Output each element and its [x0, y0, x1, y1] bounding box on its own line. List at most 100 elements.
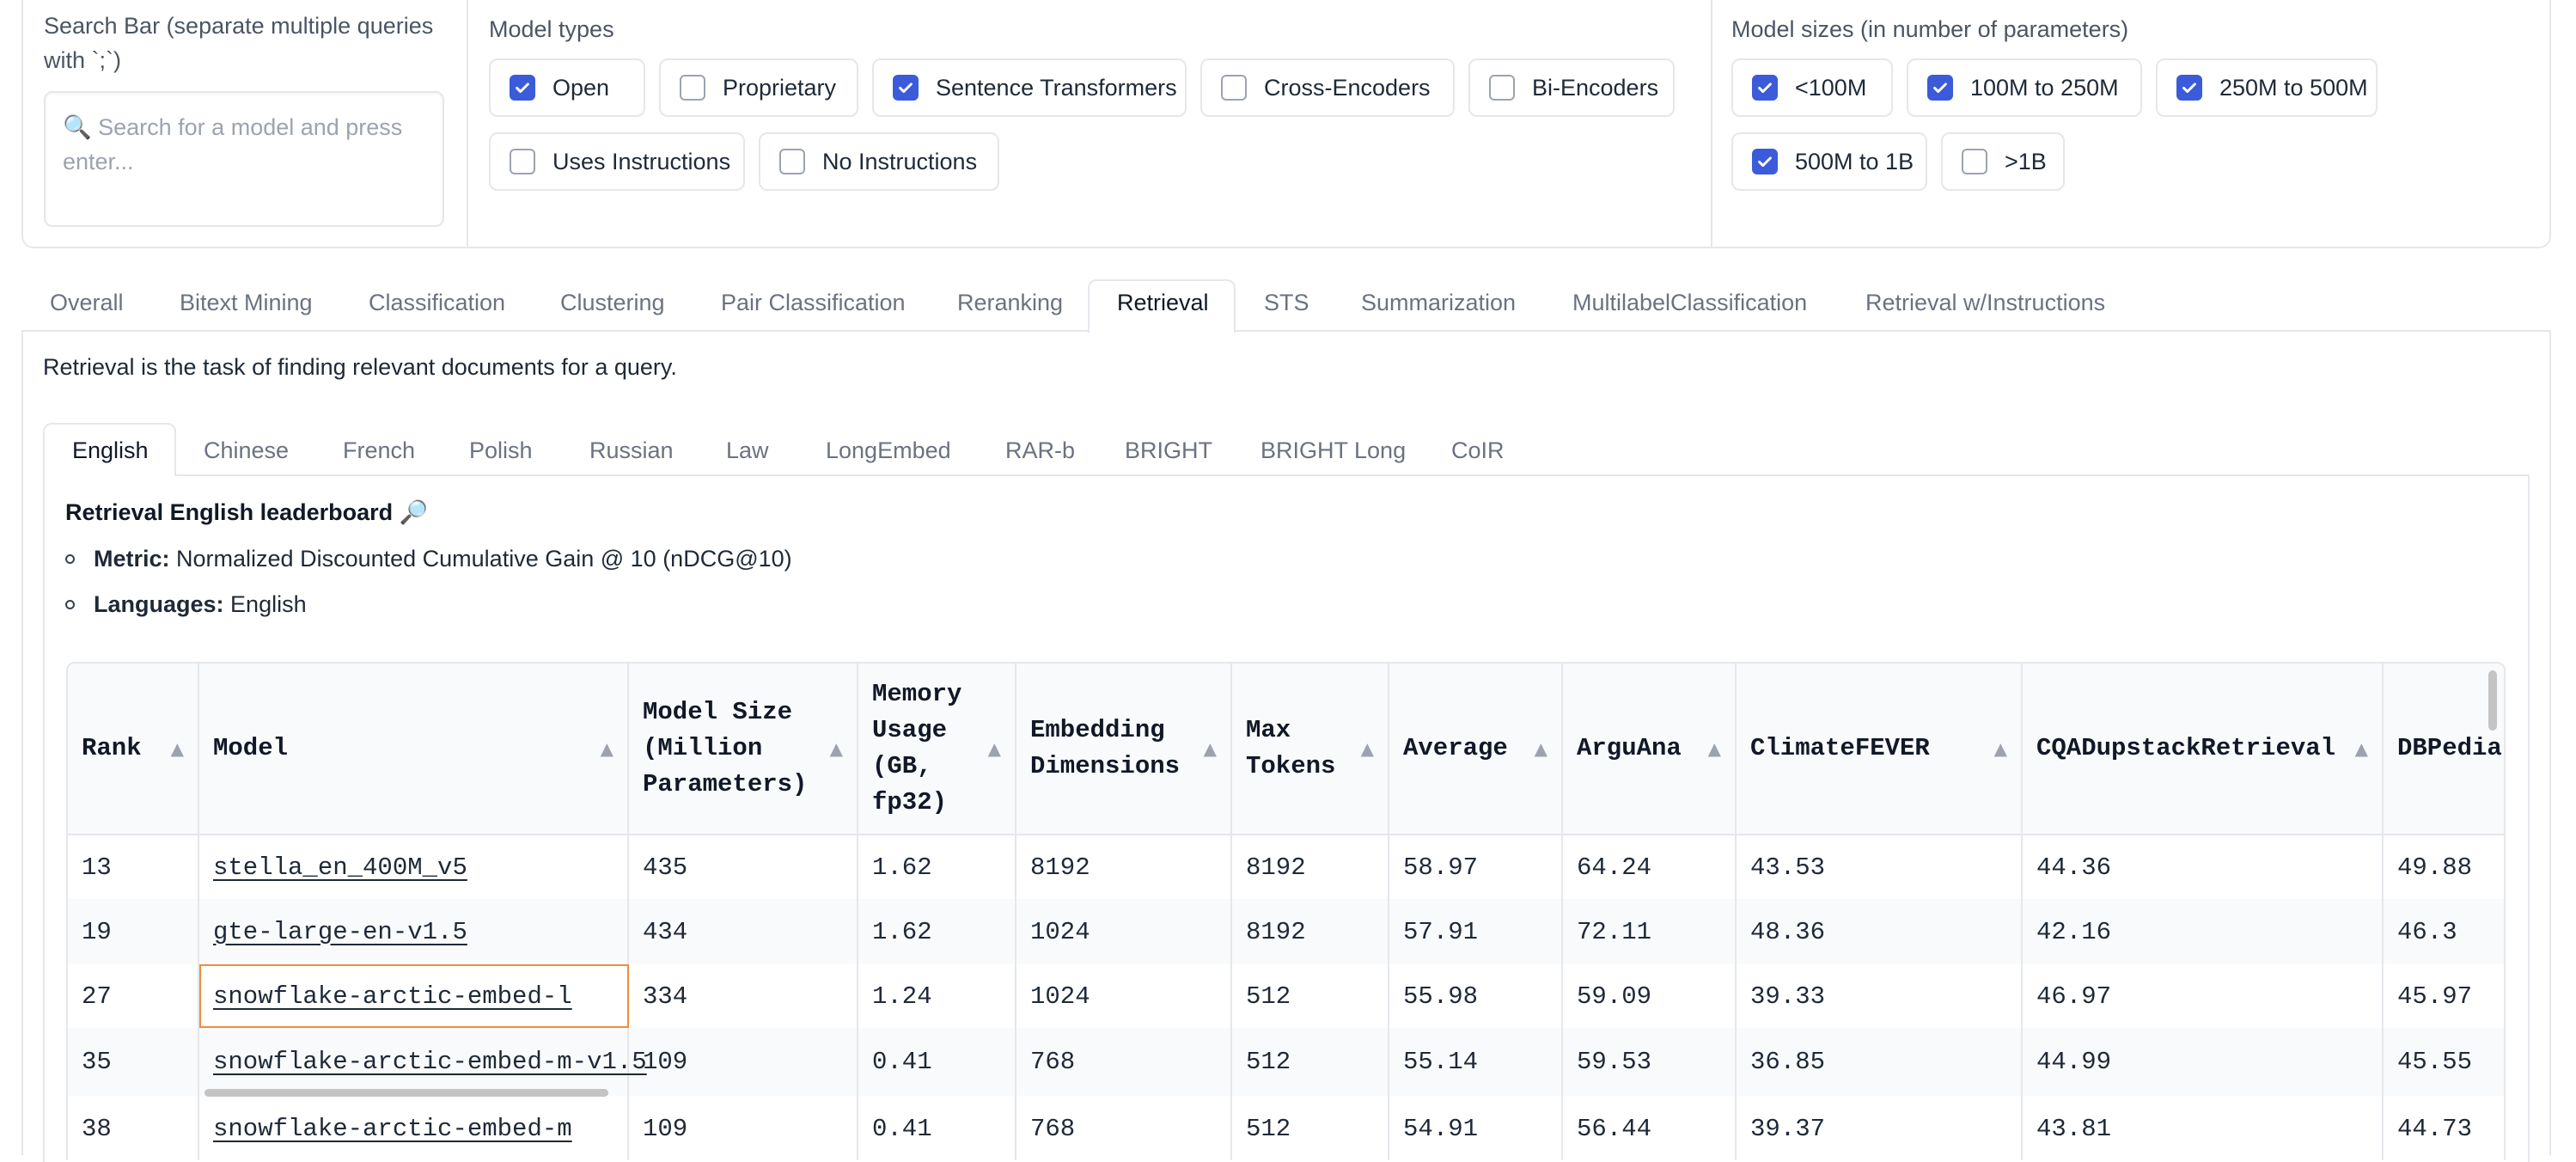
subtab-bright-long[interactable]: BRIGHT Long [1261, 437, 1407, 463]
tab-sts[interactable]: STS [1264, 290, 1309, 315]
model_sizes-option-250m-to-500m[interactable]: 250M to 500M [2156, 58, 2378, 117]
sort-up-icon[interactable]: ▲ [1993, 738, 2007, 759]
subtab-chinese[interactable]: Chinese [204, 437, 290, 463]
sort-up-icon[interactable]: ▲ [1203, 738, 1217, 759]
checkbox-checked-icon[interactable] [893, 75, 919, 101]
sort-up-icon[interactable]: ▲ [1360, 738, 1374, 759]
table-cell-arguana[interactable]: 56.44 [1563, 1096, 1737, 1160]
checkbox-unchecked-icon[interactable] [510, 149, 535, 174]
table-cell-climatefever[interactable]: 39.37 [1737, 1096, 2023, 1160]
table-cell-rank[interactable]: 38 [68, 1096, 199, 1160]
table-cell-average[interactable]: 58.97 [1389, 835, 1563, 899]
checkbox-unchecked-icon[interactable] [1489, 75, 1515, 101]
tab-reranking[interactable]: Reranking [957, 290, 1064, 315]
subtab-longembed[interactable]: LongEmbed [826, 437, 951, 463]
table-cell-model-size-million-parameters[interactable]: 435 [629, 835, 858, 899]
column-header-model[interactable]: Model ▲ [199, 664, 629, 835]
model_types-option-uses-instructions[interactable]: Uses Instructions [489, 132, 745, 191]
checkbox-checked-icon[interactable] [2176, 75, 2202, 101]
tab-summarization[interactable]: Summarization [1361, 290, 1517, 315]
table-cell-arguana[interactable]: 59.53 [1563, 1028, 1737, 1096]
table-cell-embedding-dimensions[interactable]: 768 [1016, 1028, 1232, 1096]
table-cell-climatefever[interactable]: 39.33 [1737, 964, 2023, 1028]
table-cell-embedding-dimensions[interactable]: 768 [1016, 1096, 1232, 1160]
column-header-cqadupstackretrieval[interactable]: CQADupstackRetrieval ▲ [2023, 664, 2384, 835]
table-cell-cqadupstackretrieval[interactable]: 42.16 [2023, 899, 2384, 964]
sort-up-icon[interactable]: ▲ [600, 738, 613, 759]
subtab-french[interactable]: French [343, 437, 416, 463]
table-cell-arguana[interactable]: 64.24 [1563, 835, 1737, 899]
horizontal-scrollbar[interactable] [204, 1089, 608, 1097]
table-cell-max-tokens[interactable]: 8192 [1232, 835, 1389, 899]
table-cell-max-tokens[interactable]: 512 [1232, 1096, 1389, 1160]
table-cell-memory-usage-gb-fp32[interactable]: 0.41 [858, 1028, 1016, 1096]
checkbox-unchecked-icon[interactable] [779, 149, 805, 174]
checkbox-checked-icon[interactable] [1752, 75, 1778, 101]
model-link[interactable]: gte-large-en-v1.5 [213, 917, 467, 946]
table-row[interactable] [68, 1028, 2504, 1096]
table-cell-dbpedia[interactable]: 46.3 [2384, 899, 2504, 964]
model_types-option-proprietary[interactable]: Proprietary [659, 58, 858, 117]
tab-retrieval-w-instructions[interactable]: Retrieval w/Instructions [1865, 290, 2106, 315]
leaderboard-table[interactable]: Rank ▲ Model ▲ Model Size (Million Parameter… [66, 662, 2506, 1160]
table-cell-embedding-dimensions[interactable]: 1024 [1016, 899, 1232, 964]
column-header-rank[interactable]: Rank ▲ [68, 664, 199, 835]
model-name-cell[interactable]: stella_en_400M_v5 [199, 835, 629, 899]
tab-clustering[interactable]: Clustering [560, 290, 665, 315]
model_sizes-option-100m-to-250m[interactable]: 100M to 250M [1907, 58, 2142, 117]
table-row[interactable] [68, 899, 2504, 964]
model_sizes-option-500m-to-1b[interactable]: 500M to 1B [1731, 132, 1927, 191]
sort-up-icon[interactable]: ▲ [2354, 738, 2368, 759]
table-cell-model-size-million-parameters[interactable]: 334 [629, 964, 858, 1028]
tab-retrieval[interactable]: Retrieval [1117, 290, 1209, 315]
column-header-memory-usage-gb-fp32[interactable]: Memory Usage (GB, fp32) ▲ [858, 664, 1016, 835]
table-cell-average[interactable]: 55.98 [1389, 964, 1563, 1028]
checkbox-checked-icon[interactable] [1927, 75, 1953, 101]
table-cell-cqadupstackretrieval[interactable]: 46.97 [2023, 964, 2384, 1028]
model-name-cell[interactable]: snowflake-arctic-embed-m [199, 1096, 629, 1160]
vertical-scrollbar[interactable] [2488, 670, 2497, 731]
table-cell-climatefever[interactable]: 36.85 [1737, 1028, 2023, 1096]
search-box[interactable] [44, 91, 444, 227]
model_sizes-option-100m[interactable]: <100M [1731, 58, 1893, 117]
model-link[interactable]: snowflake-arctic-embed-m [213, 1115, 572, 1143]
model_types-option-sentence-transformers[interactable]: Sentence Transformers [872, 58, 1187, 117]
column-header-climatefever[interactable]: ClimateFEVER ▲ [1737, 664, 2023, 835]
subtab-polish[interactable]: Polish [469, 437, 533, 463]
model_types-option-no-instructions[interactable]: No Instructions [759, 132, 999, 191]
table-cell-memory-usage-gb-fp32[interactable]: 1.62 [858, 899, 1016, 964]
table-cell-dbpedia[interactable]: 44.73 [2384, 1096, 2504, 1160]
table-cell-cqadupstackretrieval[interactable]: 44.99 [2023, 1028, 2384, 1096]
table-cell-rank[interactable]: 13 [68, 835, 199, 899]
table-cell-arguana[interactable]: 59.09 [1563, 964, 1737, 1028]
table-cell-average[interactable]: 57.91 [1389, 899, 1563, 964]
search-input[interactable] [61, 108, 430, 213]
table-cell-arguana[interactable]: 72.11 [1563, 899, 1737, 964]
table-cell-dbpedia[interactable]: 45.55 [2384, 1028, 2504, 1096]
table-cell-model-size-million-parameters[interactable]: 109 [629, 1028, 858, 1096]
table-cell-memory-usage-gb-fp32[interactable]: 0.41 [858, 1096, 1016, 1160]
tab-multilabelclassification[interactable]: MultilabelClassification [1572, 290, 1808, 315]
model-name-cell[interactable]: snowflake-arctic-embed-l [199, 964, 629, 1028]
table-cell-average[interactable]: 54.91 [1389, 1096, 1563, 1160]
table-cell-model-size-million-parameters[interactable]: 434 [629, 899, 858, 964]
sort-up-icon[interactable]: ▲ [1707, 738, 1721, 759]
table-cell-memory-usage-gb-fp32[interactable]: 1.62 [858, 835, 1016, 899]
table-cell-cqadupstackretrieval[interactable]: 43.81 [2023, 1096, 2384, 1160]
column-header-dbpedia[interactable]: DBPedia [2384, 664, 2504, 835]
subtab-bright[interactable]: BRIGHT [1125, 437, 1213, 463]
subtab-english[interactable]: English [72, 437, 149, 463]
checkbox-unchecked-icon[interactable] [1962, 149, 1987, 174]
table-row[interactable] [68, 964, 2504, 1028]
table-cell-max-tokens[interactable]: 8192 [1232, 899, 1389, 964]
table-row[interactable] [68, 835, 2504, 899]
table-cell-rank[interactable]: 35 [68, 1028, 199, 1096]
tab-classification[interactable]: Classification [369, 290, 506, 315]
model-name-cell[interactable]: snowflake-arctic-embed-m-v1.5 [199, 1028, 647, 1096]
model_types-option-bi-encoders[interactable]: Bi-Encoders [1468, 58, 1675, 117]
column-header-model-size-million-parameters[interactable]: Model Size (Million Parameters) ▲ [629, 664, 858, 835]
table-cell-dbpedia[interactable]: 49.88 [2384, 835, 2504, 899]
table-cell-memory-usage-gb-fp32[interactable]: 1.24 [858, 964, 1016, 1028]
model-name-cell[interactable]: gte-large-en-v1.5 [199, 899, 629, 964]
table-cell-climatefever[interactable]: 43.53 [1737, 835, 2023, 899]
